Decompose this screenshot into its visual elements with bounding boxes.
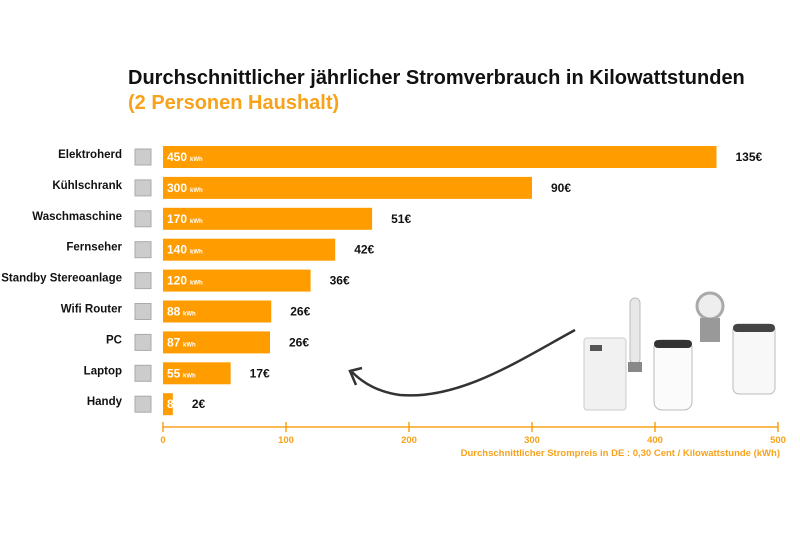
tick-label: 500 [770, 435, 786, 446]
bar-row: Laptop 55 kWh 17€ [84, 362, 270, 385]
laptop-icon [134, 364, 152, 382]
cost-label: 36€ [330, 274, 350, 288]
bar-unit-label: kWh [183, 342, 196, 348]
bar-row: Elektroherd 450 kWh 135€ [58, 146, 763, 168]
bar [163, 362, 231, 385]
bar-row: Standby Stereoanlage 120 kWh 36€ [1, 269, 350, 292]
bar-value-label: 450 [167, 150, 187, 164]
bar-value-label: 8 [167, 397, 174, 411]
category-label: Waschmaschine [32, 211, 122, 223]
cost-label: 26€ [289, 335, 309, 349]
bar-unit-label: kWh [183, 312, 196, 318]
bar-unit-label: kWh [190, 281, 203, 287]
bar [163, 176, 532, 199]
cost-label: 51€ [391, 212, 411, 226]
cost-label: 26€ [290, 305, 310, 319]
bar-unit-label: kWh [190, 188, 203, 194]
x-axis: 0 100 200 300 400 500 [160, 422, 786, 446]
bar-unit-label: kWh [190, 219, 203, 225]
cost-label: 135€ [736, 150, 763, 164]
router-icon [134, 303, 152, 320]
tick-label: 100 [278, 435, 294, 446]
category-label: Elektroherd [58, 149, 122, 161]
bar-value-label: 87 [167, 335, 181, 349]
bar [163, 300, 272, 323]
bar-row: Handy 8 2€ [87, 393, 206, 416]
pc-icon [134, 333, 152, 351]
stove-icon [134, 148, 152, 166]
chart-subtitle: (2 Personen Haushalt) [128, 92, 339, 114]
category-label: Standby Stereoanlage [1, 273, 122, 285]
bar-unit-label: kWh [190, 250, 203, 256]
bar-row: Kühlschrank 300 kWh 90€ [52, 176, 571, 199]
chart-title: Durchschnittlicher jährlicher Stromverbr… [128, 67, 745, 89]
bar-unit-label: kWh [190, 157, 203, 163]
tick-label: 0 [160, 435, 165, 446]
category-label: PC [106, 334, 122, 346]
bar-value-label: 88 [167, 305, 181, 319]
bar-row: Waschmaschine 170 kWh 51€ [32, 207, 411, 230]
arrow-head-icon [348, 366, 363, 386]
tick-label: 400 [647, 435, 663, 446]
category-label: Fernseher [66, 242, 122, 254]
phone-icon [134, 395, 152, 413]
fridge-icon [134, 179, 152, 197]
bar [163, 393, 173, 416]
tick-label: 300 [524, 435, 540, 446]
bar-value-label: 300 [167, 181, 187, 195]
cost-label: 90€ [551, 181, 571, 195]
tv-icon [134, 241, 152, 259]
bar-value-label: 140 [167, 243, 187, 257]
cost-label: 2€ [192, 397, 206, 411]
bar-row: Fernseher 140 kWh 42€ [66, 238, 375, 261]
bar [163, 146, 717, 168]
bar [163, 238, 336, 261]
bar-row: Wifi Router 88 kWh 26€ [61, 300, 311, 323]
category-label: Kühlschrank [52, 180, 122, 192]
cost-label: 17€ [250, 366, 270, 380]
bar [163, 269, 311, 292]
bar-value-label: 55 [167, 366, 181, 380]
washing-machine-icon [134, 210, 152, 228]
bar-row: PC 87 kWh 26€ [106, 331, 309, 354]
bar-value-label: 120 [167, 274, 187, 288]
cost-label: 42€ [354, 243, 374, 257]
category-label: Handy [87, 396, 123, 408]
category-label: Laptop [84, 365, 122, 377]
bar [163, 207, 373, 230]
category-label: Wifi Router [61, 304, 123, 316]
bar-unit-label: kWh [183, 373, 196, 379]
air-purifiers-image [583, 291, 776, 411]
arrow-icon [351, 328, 576, 397]
bar [163, 331, 271, 354]
tick-label: 200 [401, 435, 417, 446]
x-axis-label: Durchschnittlicher Strompreis in DE : 0,… [461, 448, 780, 459]
bar-value-label: 170 [167, 212, 187, 226]
stereo-icon [134, 272, 152, 290]
